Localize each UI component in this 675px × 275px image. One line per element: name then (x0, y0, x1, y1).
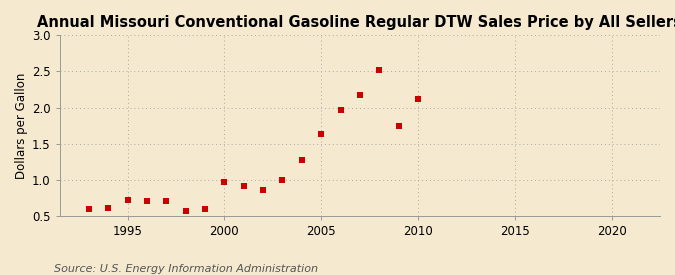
Point (200, 207, 211, 211)
Point (335, 108, 346, 112)
Point (296, 157, 307, 162)
Text: Source: U.S. Energy Information Administration: Source: U.S. Energy Information Administ… (54, 264, 318, 274)
Y-axis label: Dollars per Gallon: Dollars per Gallon (15, 73, 28, 179)
Point (374, 68, 385, 72)
Point (219, 180, 230, 184)
Point (122, 198, 133, 202)
Point (103, 206, 113, 210)
Point (277, 178, 288, 182)
Point (180, 209, 191, 213)
Point (142, 199, 153, 203)
Point (354, 92, 365, 97)
Point (412, 97, 423, 101)
Point (161, 199, 171, 203)
Point (394, 123, 404, 128)
Title: Annual Missouri Conventional Gasoline Regular DTW Sales Price by All Sellers: Annual Missouri Conventional Gasoline Re… (38, 15, 675, 30)
Point (258, 188, 269, 192)
Point (84, 207, 95, 211)
Point (316, 131, 327, 136)
Point (238, 184, 249, 189)
